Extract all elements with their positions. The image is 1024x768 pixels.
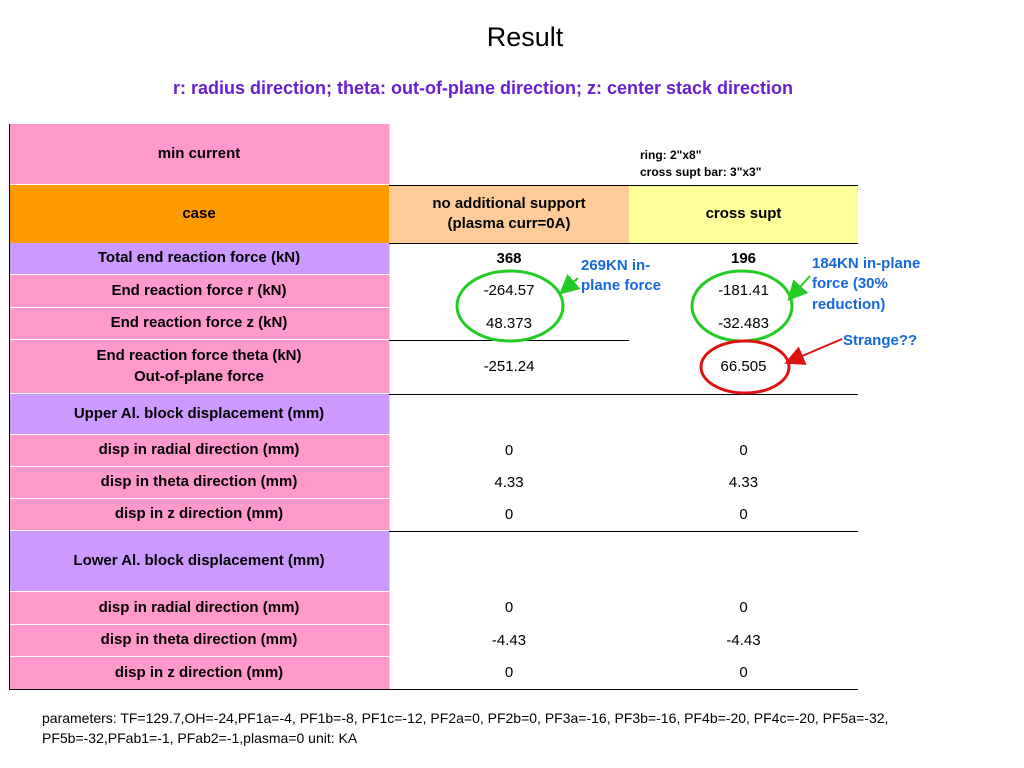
annotation-269kn: 269KN in- plane force <box>581 257 662 295</box>
table-rule <box>389 340 629 341</box>
row-label: disp in theta direction (mm) <box>9 625 389 657</box>
value-cell: 0 <box>739 599 748 617</box>
parameters-footer: parameters: TF=129.7,OH=-24,PF1a=-4, PF1… <box>42 710 889 747</box>
table-border <box>9 124 10 690</box>
page-subtitle: r: radius direction; theta: out-of-plane… <box>172 78 794 98</box>
annotation-184kn: 184KN in-plane force (30% reduction) <box>812 255 921 313</box>
row-label: End reaction force r (kN) <box>9 275 389 308</box>
row-label: disp in z direction (mm) <box>9 657 389 690</box>
value-cell: 368 <box>496 249 522 267</box>
value-cell: 0 <box>504 664 514 682</box>
table-rule <box>9 689 858 690</box>
value-cell: 0 <box>739 441 748 459</box>
annotation-strange: Strange?? <box>843 332 918 349</box>
table-rule <box>389 185 858 186</box>
row-label: disp in radial direction (mm) <box>9 435 389 467</box>
row-label: disp in radial direction (mm) <box>9 592 389 625</box>
value-cell: 0 <box>504 505 514 523</box>
table-rule <box>389 394 858 395</box>
row-label: disp in theta direction (mm) <box>9 467 389 499</box>
row-label: Total end reaction force (kN) <box>9 243 389 275</box>
row-label: End reaction force theta (kN) Out-of-pla… <box>9 340 389 394</box>
case-header: case <box>9 185 389 243</box>
row-label: Lower Al. block displacement (mm) <box>9 531 389 592</box>
min-current-label: min current <box>9 124 389 185</box>
row-label: Upper Al. block displacement (mm) <box>9 394 389 435</box>
value-cell: -4.43 <box>491 631 527 649</box>
row-label: End reaction force z (kN) <box>9 308 389 340</box>
table-divider <box>389 124 390 690</box>
value-cell: 4.33 <box>728 473 759 491</box>
value-cell: 196 <box>730 249 757 267</box>
table-rule <box>389 531 858 532</box>
value-cell: 0 <box>504 441 514 459</box>
col-no-support-header: no additional support (plasma curr=0A) <box>389 185 629 243</box>
table-rule <box>389 243 858 244</box>
dimensions-note: ring: 2"x8" cross supt bar: 3"x3" <box>640 148 762 179</box>
value-cell: 4.33 <box>494 473 524 491</box>
value-cell: -251.24 <box>483 357 535 375</box>
value-cell: 0 <box>739 664 748 682</box>
value-cell: 48.373 <box>486 314 532 332</box>
value-cell: -4.43 <box>726 631 761 649</box>
row-label: disp in z direction (mm) <box>9 499 389 531</box>
col-cross-supt-header: cross supt <box>629 185 858 243</box>
value-cell: 66.505 <box>720 357 767 375</box>
value-cell: 0 <box>504 599 514 617</box>
page-title: Result <box>486 22 564 52</box>
value-cell: 0 <box>739 505 748 523</box>
